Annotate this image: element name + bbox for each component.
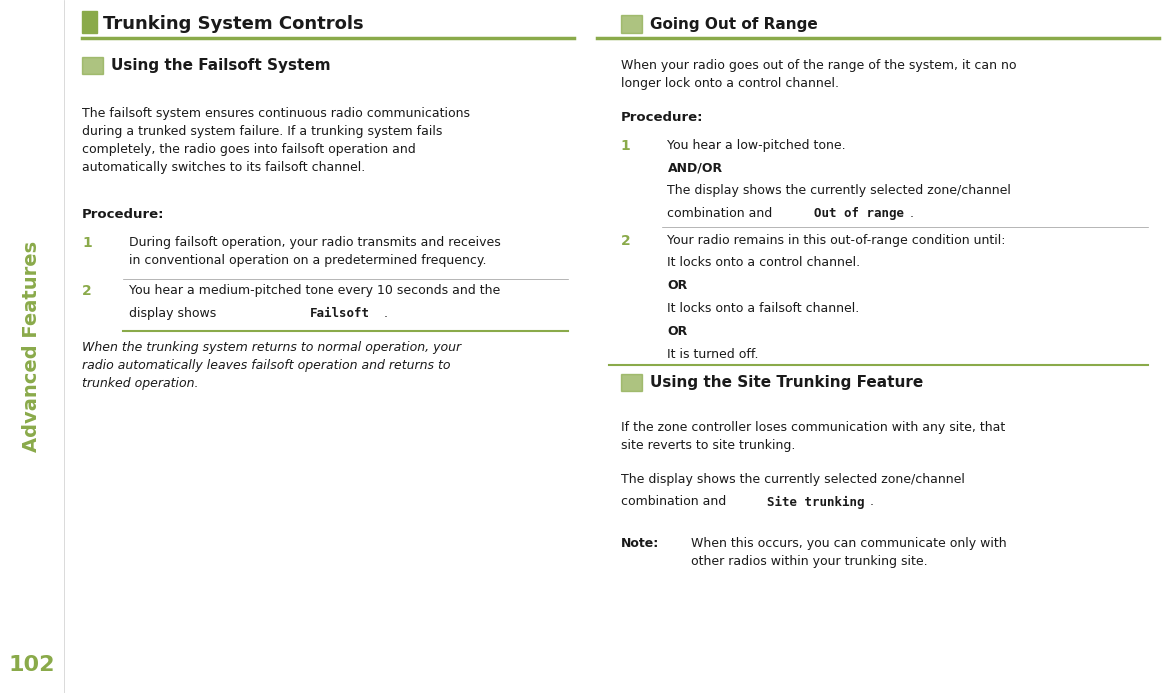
Text: During failsoft operation, your radio transmits and receives
in conventional ope: During failsoft operation, your radio tr…: [129, 236, 500, 267]
Text: Site trunking: Site trunking: [767, 495, 864, 509]
Text: Going Out of Range: Going Out of Range: [650, 17, 817, 32]
Text: Note:: Note:: [621, 537, 659, 550]
Text: Procedure:: Procedure:: [621, 111, 703, 124]
Text: You hear a medium-pitched tone every 10 seconds and the: You hear a medium-pitched tone every 10 …: [129, 284, 500, 297]
Text: .: .: [384, 307, 388, 320]
Text: The display shows the currently selected zone/channel: The display shows the currently selected…: [621, 473, 965, 486]
Text: Advanced Features: Advanced Features: [22, 241, 41, 452]
Text: .: .: [910, 207, 913, 220]
Text: It locks onto a failsoft channel.: It locks onto a failsoft channel.: [667, 302, 860, 315]
Text: 1: 1: [621, 139, 630, 152]
Text: Using the Failsoft System: Using the Failsoft System: [111, 58, 331, 73]
Text: Using the Site Trunking Feature: Using the Site Trunking Feature: [650, 375, 923, 390]
Bar: [82, 57, 103, 74]
Bar: [82, 11, 97, 33]
Text: AND/OR: AND/OR: [667, 161, 723, 175]
Text: combination and: combination and: [621, 495, 730, 509]
Text: Your radio remains in this out-of-range condition until:: Your radio remains in this out-of-range …: [667, 234, 1006, 247]
Text: OR: OR: [667, 325, 687, 338]
Text: When the trunking system returns to normal operation, your
radio automatically l: When the trunking system returns to norm…: [82, 341, 461, 390]
Text: The failsoft system ensures continuous radio communications
during a trunked sys: The failsoft system ensures continuous r…: [82, 107, 470, 175]
Text: 2: 2: [82, 284, 91, 298]
Text: .: .: [870, 495, 874, 509]
Text: Failsoft: Failsoft: [310, 307, 370, 320]
Text: display shows: display shows: [129, 307, 220, 320]
Text: When this occurs, you can communicate only with
other radios within your trunkin: When this occurs, you can communicate on…: [691, 537, 1007, 568]
Text: 1: 1: [82, 236, 91, 249]
Text: Out of range: Out of range: [814, 207, 904, 220]
Text: If the zone controller loses communication with any site, that
site reverts to s: If the zone controller loses communicati…: [621, 421, 1005, 452]
Text: Trunking System Controls: Trunking System Controls: [103, 15, 364, 33]
Text: You hear a low-pitched tone.: You hear a low-pitched tone.: [667, 139, 847, 152]
Text: OR: OR: [667, 279, 687, 292]
Text: When your radio goes out of the range of the system, it can no
longer lock onto : When your radio goes out of the range of…: [621, 59, 1016, 90]
Text: 102: 102: [8, 656, 55, 675]
Text: Procedure:: Procedure:: [82, 208, 164, 221]
Text: It locks onto a control channel.: It locks onto a control channel.: [667, 256, 861, 270]
Bar: [621, 374, 642, 391]
Text: It is turned off.: It is turned off.: [667, 348, 759, 361]
Text: The display shows the currently selected zone/channel: The display shows the currently selected…: [667, 184, 1012, 198]
Bar: [621, 15, 642, 33]
Text: combination and: combination and: [667, 207, 776, 220]
Text: 2: 2: [621, 234, 630, 247]
